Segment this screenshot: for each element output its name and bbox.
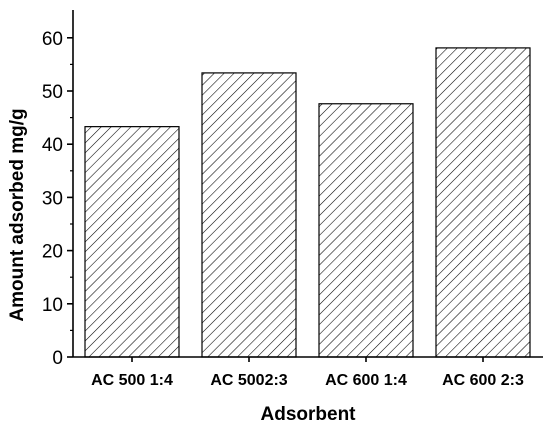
x-axis-ticks: AC 500 1:4 AC 5002:3 AC 600 1:4 AC 600 2:3 <box>91 357 524 389</box>
x-tick-label: AC 600 2:3 <box>442 372 524 389</box>
y-tick-label: 40 <box>42 135 63 156</box>
y-tick-label: 20 <box>42 242 63 263</box>
x-tick-label: AC 5002:3 <box>210 372 287 389</box>
bars-group <box>84 47 531 358</box>
y-tick-label: 10 <box>42 295 63 316</box>
y-axis-ticks: 0 10 20 30 40 50 60 <box>42 29 73 369</box>
bar-3 <box>318 103 414 358</box>
y-tick-label: 60 <box>42 29 63 50</box>
y-tick-label: 0 <box>52 348 63 369</box>
x-tick-label: AC 600 1:4 <box>325 372 407 389</box>
bar-2 <box>201 72 297 358</box>
bar-4 <box>435 47 531 358</box>
x-axis-title: Adsorbent <box>261 404 357 425</box>
x-tick-label: AC 500 1:4 <box>91 372 173 389</box>
y-axis-title: Amount adsorbed mg/g <box>7 108 28 321</box>
y-tick-label: 30 <box>42 188 63 209</box>
y-tick-label: 50 <box>42 82 63 103</box>
bar-1 <box>84 126 180 358</box>
